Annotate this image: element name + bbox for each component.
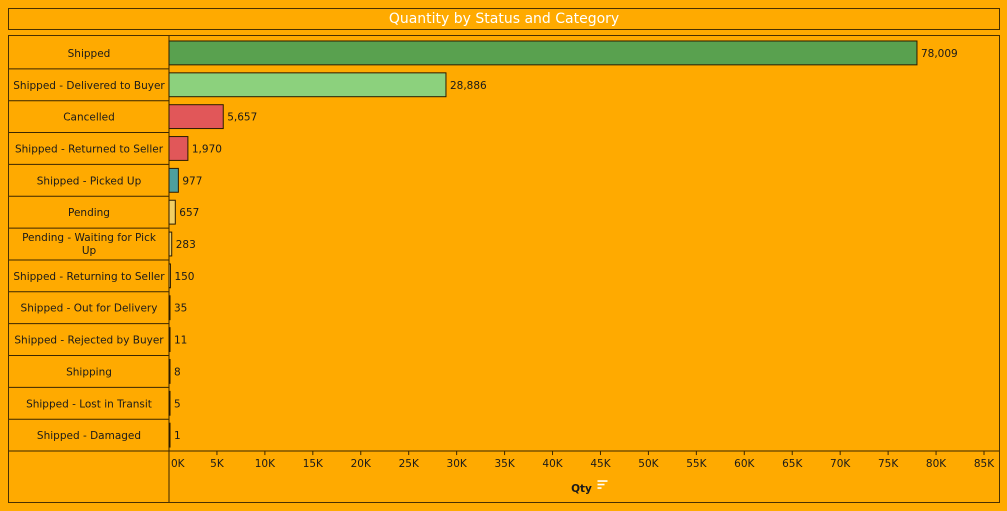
value-label: 35 [174, 303, 187, 315]
x-tick-label: 75K [878, 458, 899, 470]
value-label: 5,657 [227, 112, 257, 124]
bar [168, 390, 171, 416]
value-label: 78,009 [921, 48, 958, 60]
value-label: 1 [174, 430, 181, 442]
x-tick-label: 5K [210, 458, 225, 470]
value-label: 150 [174, 271, 194, 283]
category-label: Shipped - Returning to Seller [13, 271, 165, 283]
x-tick-label: 30K [447, 458, 468, 470]
category-label: Shipped - Lost in Transit [26, 398, 152, 410]
x-tick-label: 85K [974, 458, 995, 470]
x-tick-label: 0K [171, 458, 186, 470]
x-tick-label: 70K [830, 458, 851, 470]
category-label: Pending - Waiting for Pick Up [22, 232, 157, 257]
value-label: 283 [176, 239, 196, 251]
bar [168, 72, 447, 98]
category-label: Shipped - Damaged [37, 430, 141, 442]
value-label: 1,970 [192, 143, 222, 155]
category-label: Pending [68, 207, 110, 219]
x-tick-label: 20K [351, 458, 372, 470]
bar-chart: Shipped 78,009 Shipped - Delivered to Buye… [9, 36, 999, 502]
bar [168, 327, 171, 352]
bar [168, 231, 173, 257]
category-label: Shipped - Delivered to Buyer [13, 80, 165, 92]
bar [168, 136, 189, 161]
category-label: Cancelled [63, 112, 115, 124]
bar [168, 167, 179, 193]
x-tick-label: 80K [926, 458, 947, 470]
category-label: Shipped - Out for Delivery [21, 303, 158, 315]
value-label: 8 [174, 366, 181, 378]
category-label: Shipped [68, 48, 111, 60]
bar [168, 263, 171, 289]
bar [168, 40, 918, 66]
x-tick-label: 25K [399, 458, 420, 470]
bar [168, 295, 171, 321]
bar [168, 104, 224, 130]
x-axis-title: Qty [571, 483, 592, 495]
value-label: 657 [179, 207, 199, 219]
value-label: 11 [174, 335, 187, 347]
x-tick-label: 15K [303, 458, 324, 470]
chart-frame: Shipped 78,009 Shipped - Delivered to Buye… [8, 35, 1000, 503]
category-label: Shipped - Returned to Seller [15, 143, 164, 155]
x-tick-label: 45K [590, 458, 611, 470]
x-tick-label: 50K [638, 458, 659, 470]
x-tick-label: 60K [734, 458, 755, 470]
x-tick-label: 65K [782, 458, 803, 470]
chart-title: Quantity by Status and Category [8, 8, 1000, 30]
bar [168, 199, 176, 225]
x-tick-label: 10K [255, 458, 276, 470]
value-label: 5 [174, 398, 181, 410]
category-label: Shipped - Rejected by Buyer [14, 335, 164, 347]
category-label: Shipping [66, 366, 112, 378]
bar [168, 359, 171, 384]
value-label: 977 [182, 175, 202, 187]
value-label: 28,886 [450, 80, 487, 92]
bar [168, 422, 171, 448]
x-tick-label: 40K [542, 458, 563, 470]
category-label: Shipped - Picked Up [37, 175, 142, 187]
x-tick-label: 35K [494, 458, 515, 470]
x-tick-label: 55K [686, 458, 707, 470]
